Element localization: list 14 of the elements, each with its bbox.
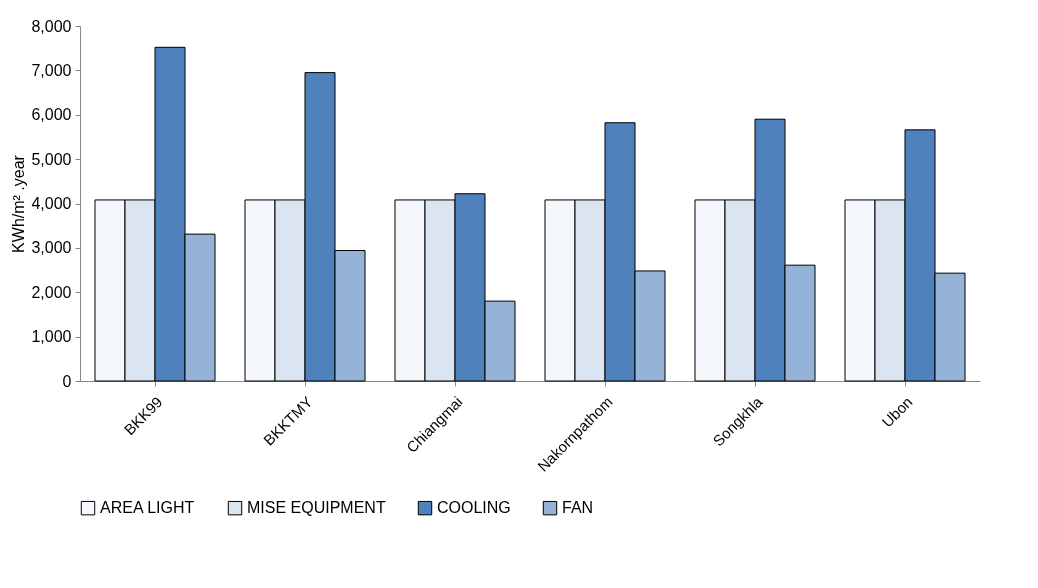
legend-label: MISE EQUIPMENT	[247, 499, 386, 517]
y-tick-label: 4,000	[31, 195, 72, 212]
y-tick-label: 3,000	[31, 239, 72, 257]
y-tick-label: 7,000	[31, 61, 72, 79]
legend-label: COOLING	[437, 499, 511, 517]
y-tick-label: 0	[62, 372, 72, 390]
legend-label: FAN	[562, 499, 594, 517]
y-tick-label: 8,000	[31, 17, 72, 35]
y-tick-label: 2,000	[31, 283, 72, 301]
y-tick-label: 5,000	[31, 150, 72, 168]
y-tick-label: 6,000	[31, 106, 72, 124]
y-axis-title: KWh/m² .year	[10, 154, 28, 253]
y-tick-label: 1,000	[31, 328, 72, 346]
legend-label: AREA LIGHT	[100, 499, 195, 517]
